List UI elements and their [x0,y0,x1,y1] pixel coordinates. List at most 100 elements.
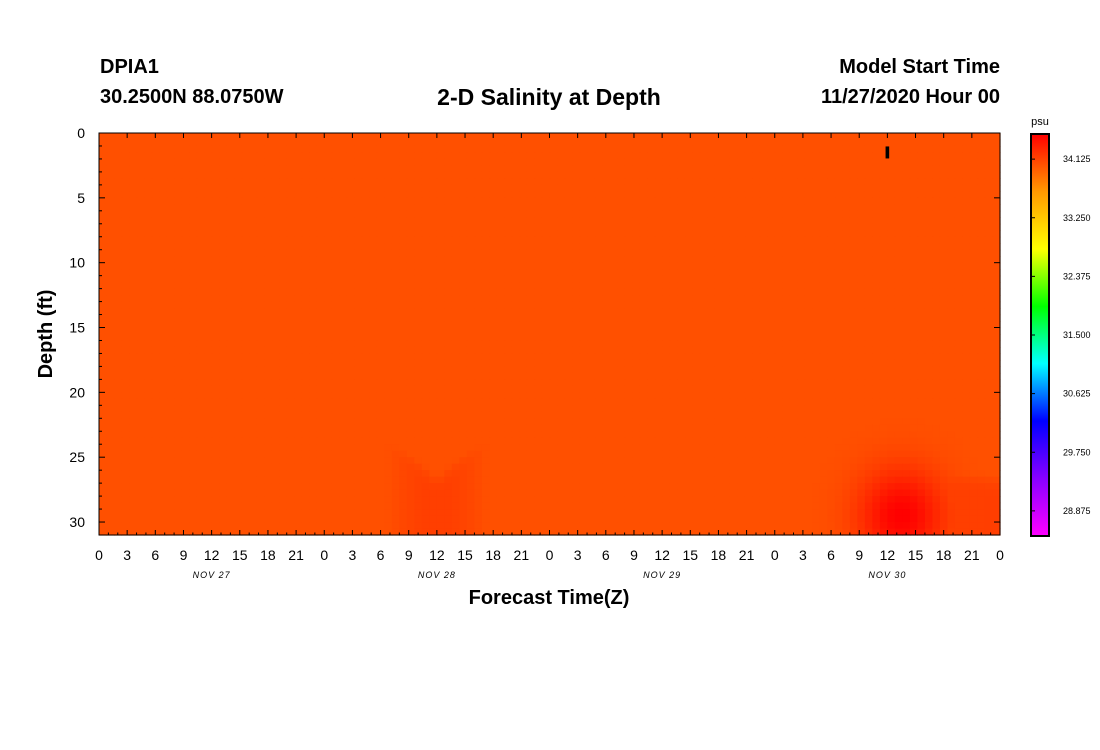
heatmap-cell [534,152,543,160]
heatmap-cell [354,275,363,283]
heatmap-cell [129,346,138,355]
heatmap-cell [324,314,333,322]
heatmap-cell [632,301,641,309]
heatmap-cell [541,158,551,167]
heatmap-cell [932,282,941,290]
heatmap-cell [639,243,648,251]
heatmap-cell [226,152,235,160]
heatmap-cell [992,171,1001,179]
heatmap-cell [151,256,160,264]
heatmap-cell [474,145,483,154]
heatmap-cell [924,171,934,179]
heatmap-cell [271,308,280,316]
heatmap-cell [759,379,768,387]
heatmap-cell [511,165,521,173]
heatmap-cell [496,275,506,283]
heatmap-cell [279,385,288,393]
heatmap-cell [429,262,438,270]
heatmap-cell [489,288,498,296]
heatmap-cell [947,158,956,167]
heatmap-cell [617,353,626,361]
heatmap-cell [737,321,746,329]
heatmap-cell [204,178,213,186]
heatmap-cell [572,256,581,264]
heatmap-cell [857,301,866,309]
heatmap-cell [872,236,881,244]
heatmap-cell [354,165,363,173]
heatmap-cell [722,191,731,199]
heatmap-cell [279,191,288,199]
heatmap-cell [511,340,521,348]
heatmap-cell [879,165,888,173]
heatmap-cell [316,295,325,303]
heatmap-cell [346,204,355,212]
heatmap-cell [954,301,964,309]
heatmap-cell [429,282,438,290]
heatmap-cell [121,385,130,393]
heatmap-cell [249,340,258,348]
heatmap-cell [249,256,258,264]
heatmap-cell [849,385,858,393]
heatmap-cell [436,282,445,290]
heatmap-cell [759,314,768,322]
heatmap-cell [331,158,340,167]
heatmap-cell [129,288,138,296]
heatmap-cell [939,321,949,329]
heatmap-cell [481,359,491,368]
heatmap-cell [549,230,558,238]
heatmap-cell [677,243,686,251]
heatmap-cell [752,178,761,186]
heatmap-cell [602,256,611,264]
heatmap-cell [977,301,986,309]
heatmap-cell [316,314,325,322]
heatmap-cell [992,197,1001,205]
heatmap-cell [316,340,325,348]
heatmap-cell [917,230,926,238]
heatmap-cell [181,256,190,264]
heatmap-cell [669,359,678,368]
heatmap-cell [744,152,753,160]
heatmap-cell [864,210,873,218]
heatmap-cell [376,334,385,342]
heatmap-cell [151,204,160,212]
heatmap-cell [406,262,415,270]
heatmap-cell [992,262,1001,270]
heatmap-cell [376,372,385,380]
heatmap-cell [436,379,445,387]
heatmap-cell [376,308,385,316]
heatmap-cell [624,385,633,393]
heatmap-cell [782,204,791,212]
heatmap-cell [872,152,881,160]
heatmap-cell [474,288,483,296]
heatmap-cell [414,243,423,251]
heatmap-cell [699,243,708,251]
heatmap-cell [609,295,618,303]
heatmap-cell [474,269,483,277]
heatmap-cell [226,282,235,290]
heatmap-cell [654,321,663,329]
heatmap-cell [376,359,385,368]
heatmap-cell [879,158,888,167]
heatmap-cell [316,230,325,238]
heatmap-cell [639,398,648,406]
heatmap-cell [827,301,836,309]
heatmap-cell [466,197,476,205]
heatmap-cell [639,217,648,225]
heatmap-cell [429,353,438,361]
heatmap-cell [474,321,483,329]
heatmap-cell [752,301,761,309]
heatmap-cell [196,262,205,270]
heatmap-cell [744,256,753,264]
heatmap-cell [872,223,881,231]
heatmap-cell [797,340,806,348]
heatmap-cell [384,366,393,374]
heatmap-cell [451,191,460,199]
heatmap-cell [361,243,370,251]
heatmap-cell [662,152,671,160]
heatmap-cell [271,366,280,374]
heatmap-cell [842,308,851,316]
heatmap-cell [226,385,235,393]
heatmap-cell [241,301,250,309]
heatmap-cell [489,139,498,147]
heatmap-cell [279,197,288,205]
